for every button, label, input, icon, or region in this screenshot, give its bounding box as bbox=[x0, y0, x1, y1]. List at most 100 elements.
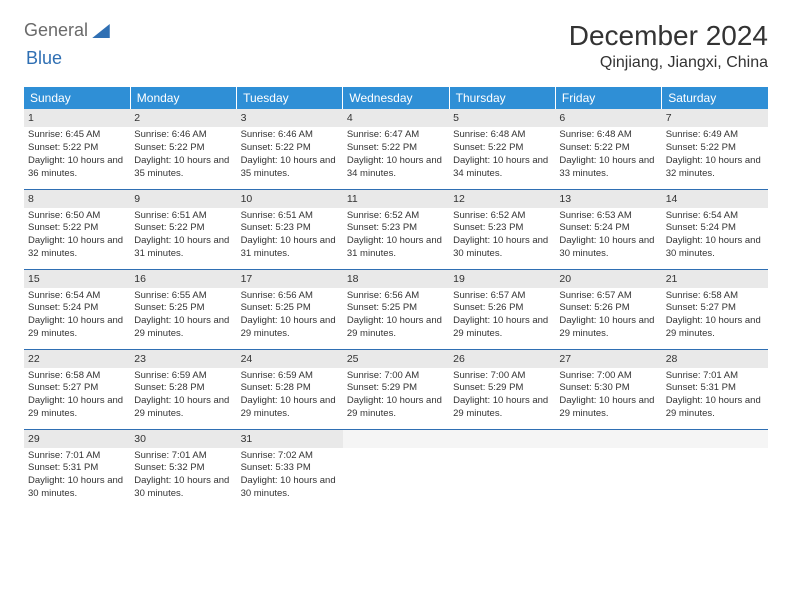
day-number: 5 bbox=[449, 109, 555, 127]
day-body: Sunrise: 6:45 AMSunset: 5:22 PMDaylight:… bbox=[24, 127, 130, 184]
sunrise-line: Sunrise: 6:45 AM bbox=[28, 129, 100, 140]
logo-triangle-icon bbox=[92, 24, 110, 38]
sunset-line: Sunset: 5:31 PM bbox=[28, 462, 98, 473]
day-number: 10 bbox=[237, 190, 343, 208]
calendar-cell bbox=[662, 429, 768, 509]
calendar-cell: 17Sunrise: 6:56 AMSunset: 5:25 PMDayligh… bbox=[237, 269, 343, 349]
day-number: 14 bbox=[662, 190, 768, 208]
daylight-line: Daylight: 10 hours and 31 minutes. bbox=[241, 235, 336, 259]
calendar-cell: 10Sunrise: 6:51 AMSunset: 5:23 PMDayligh… bbox=[237, 189, 343, 269]
daylight-line: Daylight: 10 hours and 29 minutes. bbox=[666, 395, 761, 419]
calendar-cell: 4Sunrise: 6:47 AMSunset: 5:22 PMDaylight… bbox=[343, 109, 449, 189]
daylight-line: Daylight: 10 hours and 35 minutes. bbox=[134, 155, 229, 179]
day-number: 13 bbox=[555, 190, 661, 208]
sunrise-line: Sunrise: 6:51 AM bbox=[241, 210, 313, 221]
daylight-line: Daylight: 10 hours and 30 minutes. bbox=[559, 235, 654, 259]
day-body: Sunrise: 6:56 AMSunset: 5:25 PMDaylight:… bbox=[343, 288, 449, 345]
calendar-cell: 2Sunrise: 6:46 AMSunset: 5:22 PMDaylight… bbox=[130, 109, 236, 189]
daylight-line: Daylight: 10 hours and 29 minutes. bbox=[134, 315, 229, 339]
day-body: Sunrise: 6:51 AMSunset: 5:22 PMDaylight:… bbox=[130, 208, 236, 265]
sunrise-line: Sunrise: 7:01 AM bbox=[666, 370, 738, 381]
day-body: Sunrise: 6:46 AMSunset: 5:22 PMDaylight:… bbox=[237, 127, 343, 184]
sunset-line: Sunset: 5:26 PM bbox=[559, 302, 629, 313]
sunrise-line: Sunrise: 6:52 AM bbox=[453, 210, 525, 221]
weekday-header: Saturday bbox=[662, 87, 768, 109]
calendar-cell: 14Sunrise: 6:54 AMSunset: 5:24 PMDayligh… bbox=[662, 189, 768, 269]
day-number: 6 bbox=[555, 109, 661, 127]
daylight-line: Daylight: 10 hours and 29 minutes. bbox=[559, 315, 654, 339]
day-body: Sunrise: 6:52 AMSunset: 5:23 PMDaylight:… bbox=[343, 208, 449, 265]
day-number: 15 bbox=[24, 270, 130, 288]
sunset-line: Sunset: 5:27 PM bbox=[28, 382, 98, 393]
calendar-row: 8Sunrise: 6:50 AMSunset: 5:22 PMDaylight… bbox=[24, 189, 768, 269]
sunset-line: Sunset: 5:28 PM bbox=[241, 382, 311, 393]
daylight-line: Daylight: 10 hours and 30 minutes. bbox=[453, 235, 548, 259]
location-subtitle: Qinjiang, Jiangxi, China bbox=[569, 54, 768, 72]
day-number: 7 bbox=[662, 109, 768, 127]
calendar-cell bbox=[449, 429, 555, 509]
sunrise-line: Sunrise: 7:01 AM bbox=[28, 450, 100, 461]
sunrise-line: Sunrise: 6:47 AM bbox=[347, 129, 419, 140]
sunset-line: Sunset: 5:29 PM bbox=[453, 382, 523, 393]
daylight-line: Daylight: 10 hours and 30 minutes. bbox=[241, 475, 336, 499]
day-body: Sunrise: 6:48 AMSunset: 5:22 PMDaylight:… bbox=[449, 127, 555, 184]
day-body: Sunrise: 7:02 AMSunset: 5:33 PM Daylight:… bbox=[237, 448, 343, 505]
sunset-line: Sunset: 5:24 PM bbox=[559, 222, 629, 233]
day-body: Sunrise: 6:55 AMSunset: 5:25 PMDaylight:… bbox=[130, 288, 236, 345]
day-body: Sunrise: 6:57 AMSunset: 5:26 PMDaylight:… bbox=[449, 288, 555, 345]
sunrise-line: Sunrise: 7:01 AM bbox=[134, 450, 206, 461]
sunset-line: Sunset: 5:23 PM bbox=[453, 222, 523, 233]
calendar-cell: 7Sunrise: 6:49 AMSunset: 5:22 PMDaylight… bbox=[662, 109, 768, 189]
sunrise-line: Sunrise: 7:00 AM bbox=[559, 370, 631, 381]
daylight-line: Daylight: 10 hours and 33 minutes. bbox=[559, 155, 654, 179]
day-number: 11 bbox=[343, 190, 449, 208]
calendar-cell: 30Sunrise: 7:01 AMSunset: 5:32 PMDayligh… bbox=[130, 429, 236, 509]
day-number: 3 bbox=[237, 109, 343, 127]
calendar-cell: 13Sunrise: 6:53 AMSunset: 5:24 PMDayligh… bbox=[555, 189, 661, 269]
daylight-line: Daylight: 10 hours and 35 minutes. bbox=[241, 155, 336, 179]
day-number-empty bbox=[449, 430, 555, 448]
sunset-line: Sunset: 5:22 PM bbox=[134, 222, 204, 233]
calendar-table: SundayMondayTuesdayWednesdayThursdayFrid… bbox=[24, 87, 768, 509]
sunrise-line: Sunrise: 7:00 AM bbox=[453, 370, 525, 381]
sunrise-line: Sunrise: 7:02 AM bbox=[241, 450, 313, 461]
day-body: Sunrise: 6:58 AMSunset: 5:27 PMDaylight:… bbox=[662, 288, 768, 345]
sunrise-line: Sunrise: 6:54 AM bbox=[666, 210, 738, 221]
day-body: Sunrise: 6:59 AMSunset: 5:28 PMDaylight:… bbox=[237, 368, 343, 425]
sunrise-line: Sunrise: 6:57 AM bbox=[453, 290, 525, 301]
sunset-line: Sunset: 5:23 PM bbox=[347, 222, 417, 233]
calendar-cell: 23Sunrise: 6:59 AMSunset: 5:28 PMDayligh… bbox=[130, 349, 236, 429]
sunrise-line: Sunrise: 6:54 AM bbox=[28, 290, 100, 301]
day-body: Sunrise: 6:52 AMSunset: 5:23 PM Daylight:… bbox=[449, 208, 555, 265]
sunset-line: Sunset: 5:22 PM bbox=[666, 142, 736, 153]
daylight-line: Daylight: 10 hours and 30 minutes. bbox=[28, 475, 123, 499]
day-number: 25 bbox=[343, 350, 449, 368]
day-number: 1 bbox=[24, 109, 130, 127]
day-number: 9 bbox=[130, 190, 236, 208]
day-body: Sunrise: 6:57 AMSunset: 5:26 PM Daylight:… bbox=[555, 288, 661, 345]
calendar-cell: 27Sunrise: 7:00 AMSunset: 5:30 PMDayligh… bbox=[555, 349, 661, 429]
sunset-line: Sunset: 5:22 PM bbox=[347, 142, 417, 153]
sunrise-line: Sunrise: 6:57 AM bbox=[559, 290, 631, 301]
day-number-empty bbox=[343, 430, 449, 448]
sunset-line: Sunset: 5:24 PM bbox=[28, 302, 98, 313]
sunrise-line: Sunrise: 6:59 AM bbox=[241, 370, 313, 381]
daylight-line: Daylight: 10 hours and 29 minutes. bbox=[347, 315, 442, 339]
calendar-cell: 1Sunrise: 6:45 AMSunset: 5:22 PMDaylight… bbox=[24, 109, 130, 189]
day-body: Sunrise: 6:58 AMSunset: 5:27 PMDaylight:… bbox=[24, 368, 130, 425]
daylight-line: Daylight: 10 hours and 29 minutes. bbox=[241, 315, 336, 339]
sunset-line: Sunset: 5:22 PM bbox=[28, 142, 98, 153]
daylight-line: Daylight: 10 hours and 30 minutes. bbox=[134, 475, 229, 499]
daylight-line: Daylight: 10 hours and 29 minutes. bbox=[666, 315, 761, 339]
sunset-line: Sunset: 5:25 PM bbox=[347, 302, 417, 313]
brand-logo: General bbox=[24, 20, 110, 41]
sunrise-line: Sunrise: 6:46 AM bbox=[134, 129, 206, 140]
day-body: Sunrise: 7:00 AMSunset: 5:29 PMDaylight:… bbox=[343, 368, 449, 425]
day-body: Sunrise: 7:01 AMSunset: 5:32 PMDaylight:… bbox=[130, 448, 236, 505]
sunrise-line: Sunrise: 6:51 AM bbox=[134, 210, 206, 221]
sunset-line: Sunset: 5:33 PM bbox=[241, 462, 311, 473]
calendar-cell: 21Sunrise: 6:58 AMSunset: 5:27 PMDayligh… bbox=[662, 269, 768, 349]
daylight-line: Daylight: 10 hours and 30 minutes. bbox=[666, 235, 761, 259]
calendar-cell: 15Sunrise: 6:54 AMSunset: 5:24 PMDayligh… bbox=[24, 269, 130, 349]
sunset-line: Sunset: 5:25 PM bbox=[134, 302, 204, 313]
